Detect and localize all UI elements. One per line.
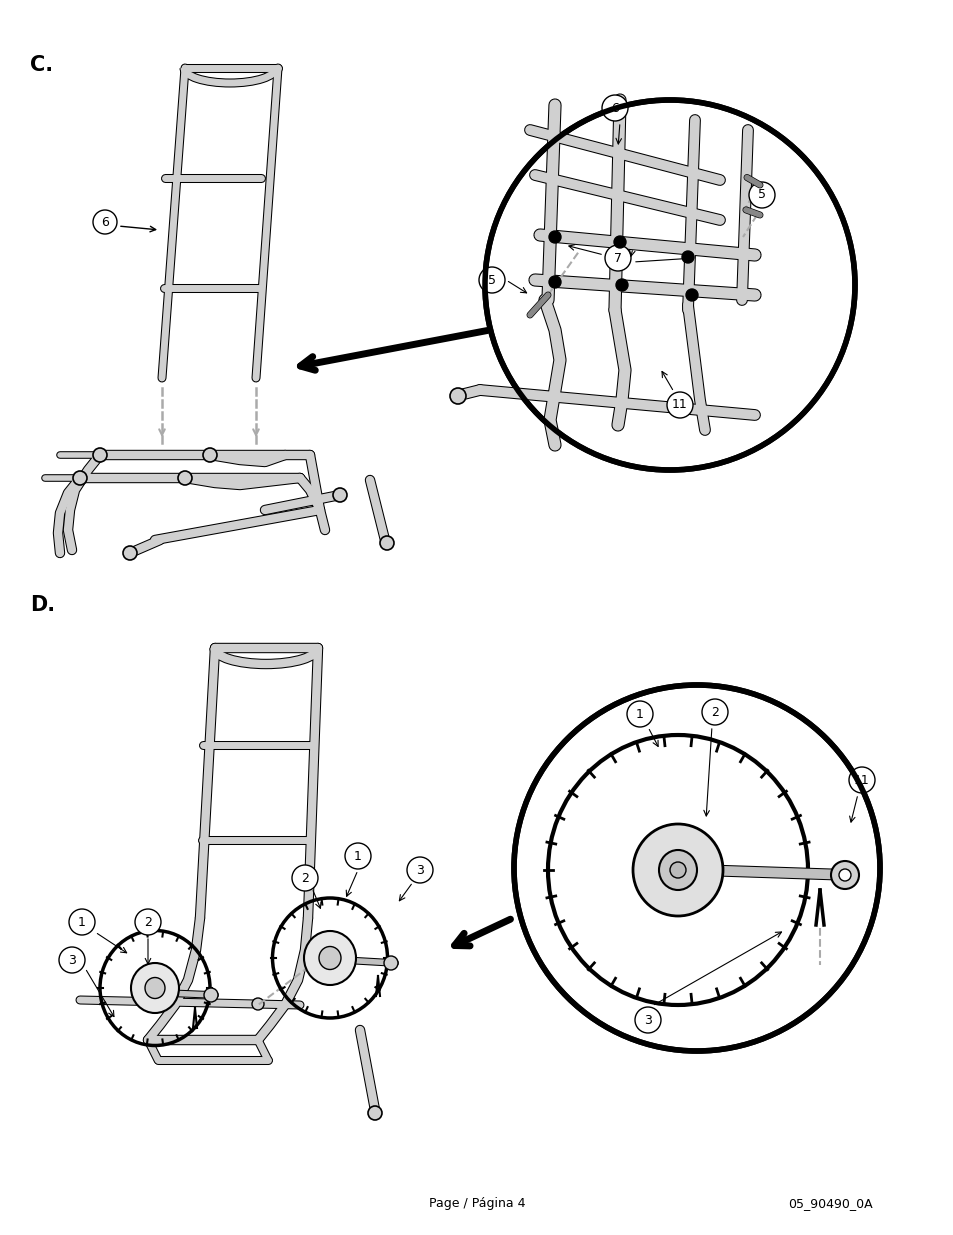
Circle shape — [484, 100, 854, 471]
Circle shape — [685, 289, 698, 301]
Text: 7: 7 — [614, 252, 621, 264]
Circle shape — [384, 956, 397, 969]
Text: 3: 3 — [416, 863, 423, 877]
Circle shape — [748, 182, 774, 207]
Text: 1: 1 — [354, 850, 361, 862]
Circle shape — [345, 844, 371, 869]
Circle shape — [838, 869, 850, 881]
Circle shape — [59, 947, 85, 973]
Text: 2: 2 — [144, 915, 152, 929]
Circle shape — [142, 995, 153, 1008]
Text: 3: 3 — [643, 1014, 651, 1026]
Circle shape — [514, 685, 879, 1051]
Ellipse shape — [145, 977, 165, 999]
Text: 1: 1 — [78, 915, 86, 929]
Text: 2: 2 — [710, 705, 719, 719]
Circle shape — [601, 95, 627, 121]
Text: 2: 2 — [301, 872, 309, 884]
Ellipse shape — [659, 850, 697, 890]
Circle shape — [252, 998, 264, 1010]
Circle shape — [92, 448, 107, 462]
Circle shape — [478, 267, 504, 293]
Circle shape — [626, 701, 652, 727]
Circle shape — [292, 864, 317, 890]
Text: 3: 3 — [68, 953, 76, 967]
Circle shape — [669, 862, 685, 878]
Circle shape — [333, 488, 347, 501]
Circle shape — [830, 861, 858, 889]
Circle shape — [407, 857, 433, 883]
Ellipse shape — [318, 946, 340, 969]
Ellipse shape — [304, 931, 355, 986]
Text: 6: 6 — [611, 101, 618, 115]
Circle shape — [69, 909, 95, 935]
Circle shape — [450, 388, 465, 404]
Text: D.: D. — [30, 595, 55, 615]
Text: Page / Página 4: Page / Página 4 — [428, 1197, 525, 1210]
Circle shape — [701, 699, 727, 725]
Circle shape — [135, 909, 161, 935]
Circle shape — [548, 231, 560, 243]
Text: 5: 5 — [488, 273, 496, 287]
Text: 05_90490_0A: 05_90490_0A — [787, 1197, 871, 1210]
Circle shape — [368, 1107, 381, 1120]
Ellipse shape — [633, 824, 722, 916]
Ellipse shape — [131, 963, 179, 1013]
Circle shape — [548, 275, 560, 288]
Circle shape — [178, 471, 192, 485]
Text: 11: 11 — [672, 399, 687, 411]
Text: C.: C. — [30, 56, 53, 75]
Circle shape — [203, 448, 216, 462]
Circle shape — [204, 988, 218, 1002]
Circle shape — [635, 1007, 660, 1032]
Circle shape — [123, 546, 137, 559]
Text: 6: 6 — [101, 215, 109, 228]
Circle shape — [681, 251, 693, 263]
Circle shape — [614, 236, 625, 248]
Circle shape — [73, 471, 87, 485]
Circle shape — [604, 245, 630, 270]
Text: 11: 11 — [853, 773, 869, 787]
Circle shape — [848, 767, 874, 793]
Text: 1: 1 — [636, 708, 643, 720]
Circle shape — [616, 279, 627, 291]
Text: 5: 5 — [758, 189, 765, 201]
Circle shape — [666, 391, 692, 417]
Circle shape — [92, 210, 117, 233]
Circle shape — [379, 536, 394, 550]
